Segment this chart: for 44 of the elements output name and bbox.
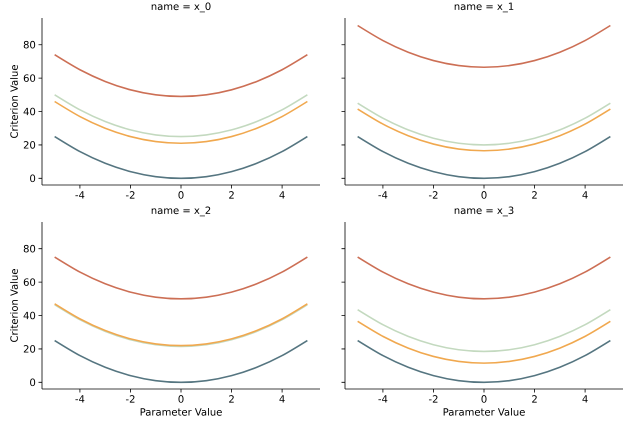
x-tick-label: 4 xyxy=(582,191,588,198)
line-series xyxy=(54,100,308,144)
x-tick-label: 0 xyxy=(481,191,487,199)
chart-title: name = x_0 xyxy=(152,2,211,12)
x-tick-label: -4 xyxy=(378,395,388,402)
x-tick-label: 2 xyxy=(532,395,537,403)
x-axis-title: Parameter Value xyxy=(140,408,222,416)
x-tick-label: -2 xyxy=(428,191,438,199)
line-series xyxy=(54,136,308,180)
y-tick-label: 40 xyxy=(24,108,36,116)
chart-title: name = x_1 xyxy=(454,2,514,12)
x-tick-label: 4 xyxy=(279,191,285,198)
y-tick-label: 60 xyxy=(24,278,36,286)
x-tick-label: -4 xyxy=(75,191,84,198)
x-axis-title: Parameter Value xyxy=(444,408,525,416)
x-tick-label: 0 xyxy=(481,395,487,403)
chart-title: name = x_3 xyxy=(454,206,514,216)
x-tick-label: -2 xyxy=(428,395,438,403)
line-series xyxy=(54,94,308,138)
chart-title: name = x_2 xyxy=(152,206,210,216)
x-tick-label: -2 xyxy=(126,191,134,199)
y-tick-label: 80 xyxy=(24,244,36,252)
y-tick-label: 80 xyxy=(24,40,36,48)
y-tick-label: 20 xyxy=(24,141,36,149)
y-axis-title: Criterion Value xyxy=(10,269,18,342)
y-tick-label: 20 xyxy=(24,345,36,353)
y-tick-label: 0 xyxy=(30,378,36,386)
x-tick-label: -2 xyxy=(126,395,134,403)
x-tick-label: 0 xyxy=(178,395,184,403)
x-tick-label: -4 xyxy=(378,191,388,198)
line-series xyxy=(54,340,308,384)
y-tick-label: 40 xyxy=(24,312,36,320)
x-tick-label: 2 xyxy=(532,191,537,199)
x-tick-label: 4 xyxy=(279,395,285,402)
x-tick-label: 0 xyxy=(178,191,184,199)
x-tick-label: 2 xyxy=(229,395,234,403)
line-series xyxy=(54,256,308,300)
x-tick-label: -4 xyxy=(75,395,84,402)
y-axis-title: Criterion Value xyxy=(10,65,18,138)
line-series xyxy=(54,54,308,98)
y-tick-label: 0 xyxy=(30,174,36,182)
y-tick-label: 60 xyxy=(24,74,36,82)
x-tick-label: 4 xyxy=(582,395,588,402)
x-tick-label: 2 xyxy=(229,191,234,199)
